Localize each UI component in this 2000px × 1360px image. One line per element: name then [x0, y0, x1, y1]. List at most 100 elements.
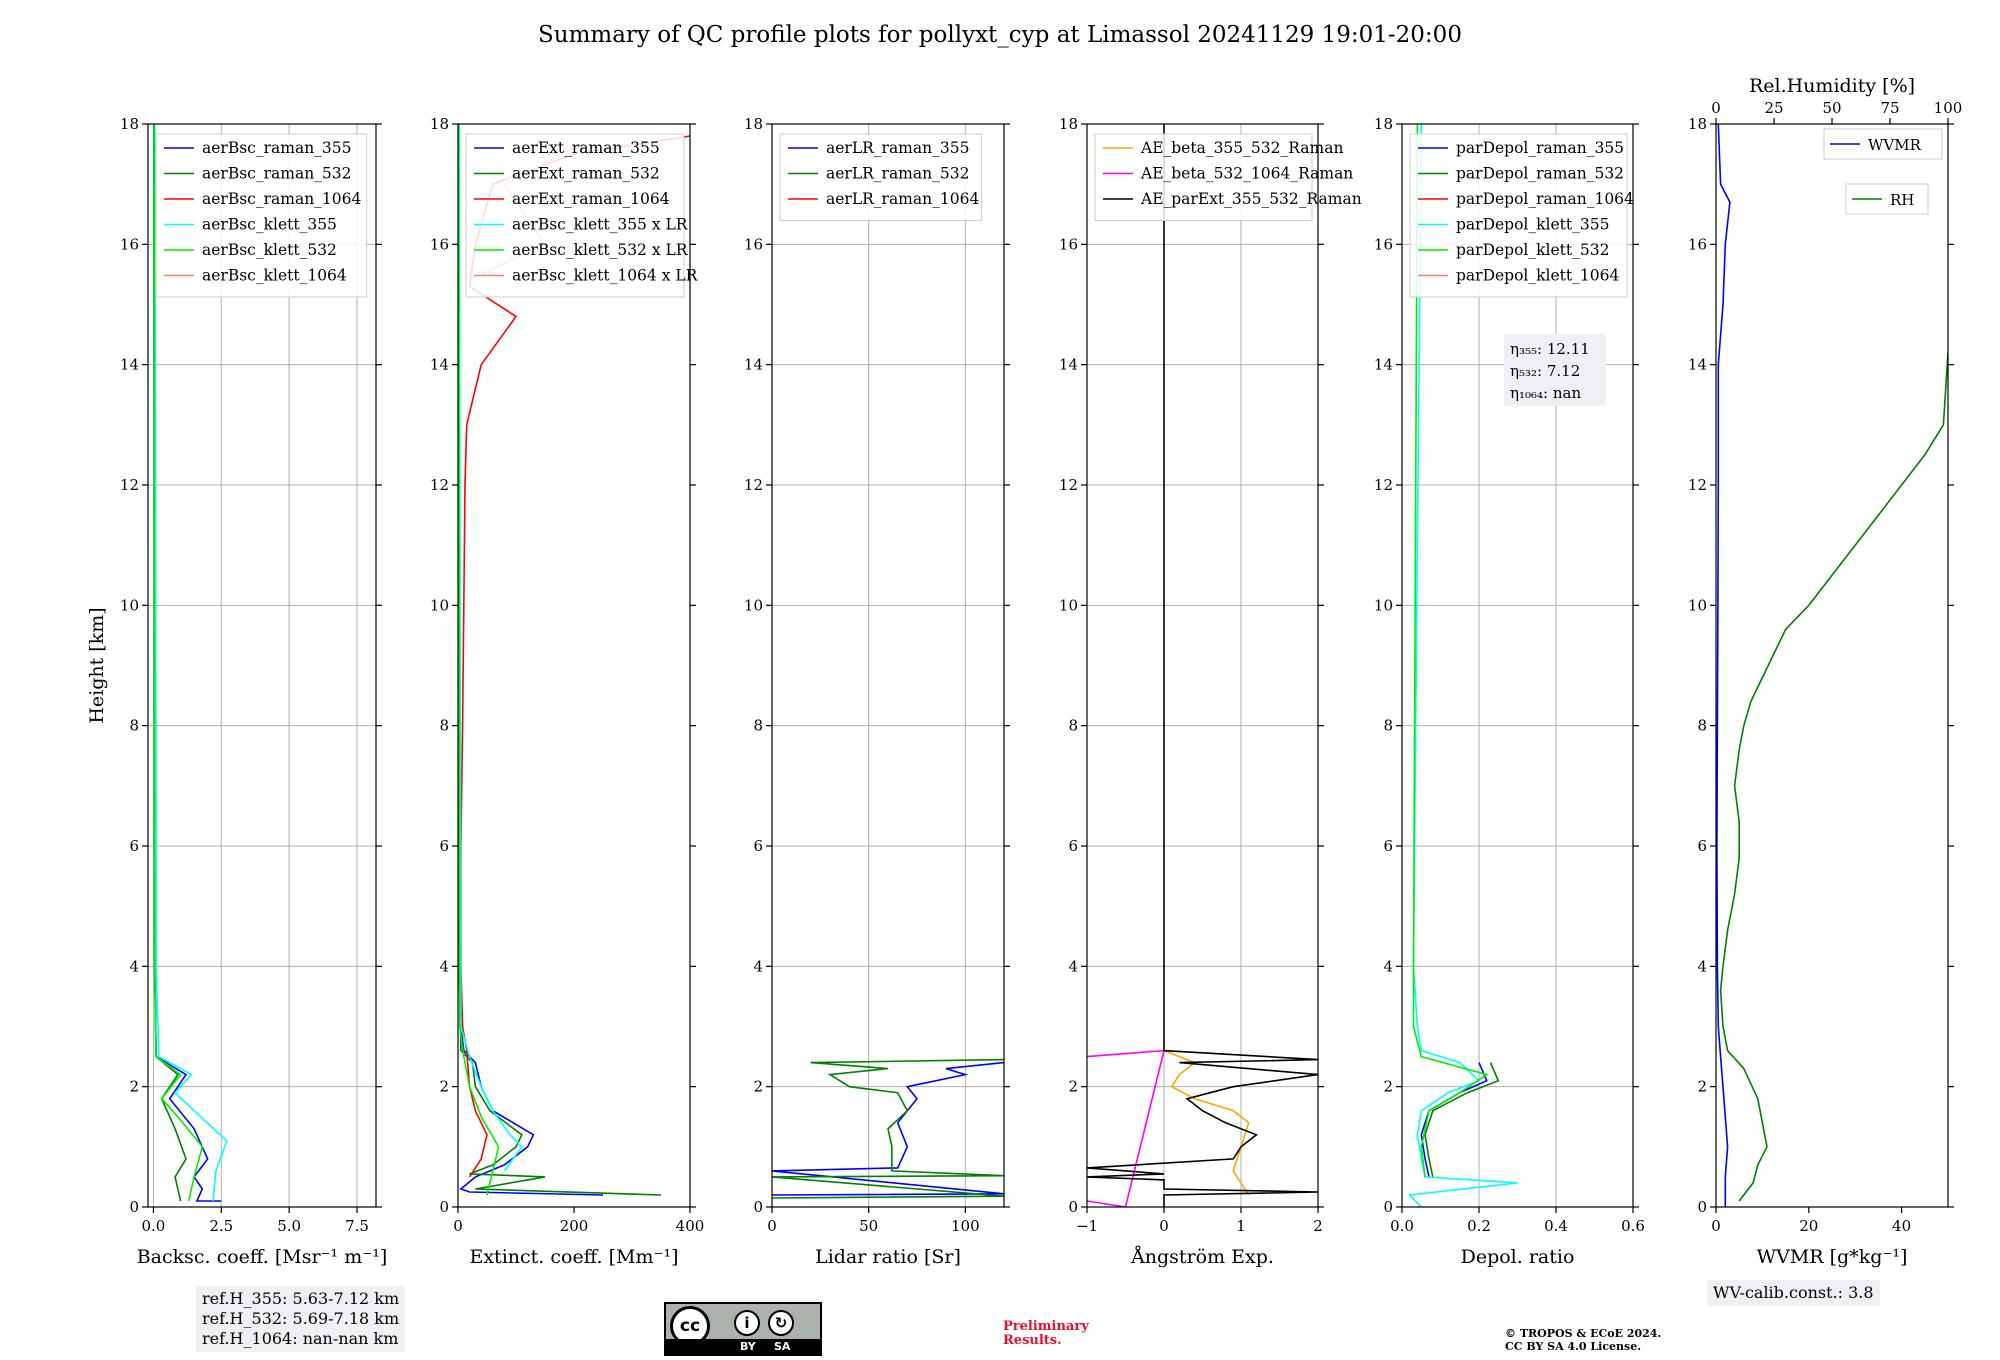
x-tick-label: 20: [1799, 1217, 1818, 1235]
y-tick-label: 10: [430, 596, 449, 614]
y-tick-label: 16: [1374, 235, 1393, 253]
y-tick-label: 0: [753, 1198, 763, 1216]
x2-tick-label: 75: [1880, 99, 1899, 117]
y-tick-label: 8: [129, 717, 139, 735]
legend-label-aerLR_raman_532: aerLR_raman_532: [826, 165, 969, 183]
y-axis-label: Height [km]: [86, 607, 108, 723]
y-tick-label: 12: [744, 476, 763, 494]
legend-label-parDepol_klett_355: parDepol_klett_355: [1456, 216, 1609, 234]
legend-label-AE_beta_532_1064_Raman: AE_beta_532_1064_Raman: [1140, 165, 1353, 183]
x-tick-label: 100: [951, 1217, 980, 1235]
series-group: [1716, 124, 1948, 1207]
y-tick-label: 16: [1059, 235, 1078, 253]
legend-label-parDepol_klett_1064: parDepol_klett_1064: [1456, 267, 1619, 285]
series-line-aerBsc_klett_532: [153, 124, 204, 1202]
x-tick-label: 0: [1159, 1217, 1169, 1235]
y-tick-label: 16: [1688, 235, 1707, 253]
y-tick-label: 10: [744, 596, 763, 614]
legend-label-aerBsc_raman_355: aerBsc_raman_355: [202, 139, 352, 157]
legend-label-parDepol_raman_355: parDepol_raman_355: [1456, 139, 1624, 157]
ref-height-1064: ref.H_1064: nan-nan km: [202, 1329, 399, 1348]
x-tick-label: 7.5: [345, 1217, 369, 1235]
y-tick-label: 4: [1383, 957, 1393, 975]
x-tick-label: 0: [453, 1217, 463, 1235]
x-axis-label: Backsc. coeff. [Msr⁻¹ m⁻¹]: [137, 1246, 388, 1268]
y-tick-label: 14: [744, 356, 763, 374]
y-tick-label: 8: [1068, 717, 1078, 735]
y-tick-label: 10: [1374, 596, 1393, 614]
y-tick-label: 8: [1383, 717, 1393, 735]
x-tick-label: 0.0: [141, 1217, 165, 1235]
x-tick-label: −1: [1076, 1217, 1098, 1235]
eta-annotation: η₃₅₅: 12.11: [1510, 340, 1590, 358]
x2-tick-label: 50: [1822, 99, 1841, 117]
y-tick-label: 18: [430, 115, 449, 133]
legend-label-aerBsc_raman_1064: aerBsc_raman_1064: [202, 190, 362, 208]
legend-label-aerBsc_klett_355: aerBsc_klett_355: [202, 216, 337, 234]
x-tick-label: 2.5: [209, 1217, 233, 1235]
y-tick-label: 10: [1059, 596, 1078, 614]
series-line-parDepol_raman_532: [1424, 1062, 1500, 1178]
legend-label-aerLR_raman_1064: aerLR_raman_1064: [826, 190, 979, 208]
legend-label-aerExt_raman_532: aerExt_raman_532: [512, 165, 660, 183]
y-tick-label: 12: [1374, 476, 1393, 494]
copyright-line1: © TROPOS & ECoE 2024.: [1505, 1327, 1662, 1340]
y-tick-label: 8: [439, 717, 449, 735]
x-axis-label: Depol. ratio: [1461, 1246, 1575, 1268]
x-axis-label: Lidar ratio [Sr]: [815, 1246, 961, 1268]
x-tick-label: 0.2: [1467, 1217, 1491, 1235]
sa-label: SA: [774, 1340, 791, 1353]
copyright-line2: CC BY SA 4.0 License.: [1505, 1340, 1642, 1353]
legend-label-aerBsc_klett_1064: aerBsc_klett_1064: [202, 267, 347, 285]
eta-annotation: η₁₀₆₄: nan: [1510, 384, 1581, 402]
preliminary-note: Preliminary Results.: [1003, 1320, 1089, 1348]
axes-frame: [147, 123, 377, 1208]
legend-label-AE_parExt_355_532_Raman: AE_parExt_355_532_Raman: [1140, 190, 1362, 208]
series-line-aerBsc_klett_355 x LR: [458, 124, 523, 1172]
wv-calibration-box: WV-calib.const.: 3.8: [1707, 1280, 1880, 1306]
legend-label-aerBsc_raman_532: aerBsc_raman_532: [202, 165, 352, 183]
y-tick-label: 14: [1374, 356, 1393, 374]
series-line-AE_beta_532_1064_Raman: [1087, 1049, 1166, 1207]
series-line-aerLR_raman_532: [772, 1058, 1004, 1199]
x-tick-label: 40: [1892, 1217, 1911, 1235]
series-line-parDepol_klett_532: [1412, 124, 1489, 1178]
preliminary-line1: Preliminary: [1003, 1319, 1089, 1334]
y-tick-label: 14: [1688, 356, 1707, 374]
axes-frame: [771, 123, 1005, 1208]
y-tick-label: 18: [1688, 115, 1707, 133]
y-tick-label: 4: [1068, 957, 1078, 975]
series-line-aerLR_raman_355: [772, 1061, 1004, 1196]
y-tick-label: 8: [753, 717, 763, 735]
y-tick-label: 6: [1383, 837, 1393, 855]
y-tick-label: 2: [1697, 1078, 1707, 1096]
cc-license-badge: cc i ↻ BY SA: [664, 1302, 822, 1356]
legend-label-parDepol_raman_1064: parDepol_raman_1064: [1456, 190, 1634, 208]
series-line-WVMR: [1716, 124, 1731, 1207]
y-tick-label: 18: [744, 115, 763, 133]
series-line-AE_parExt_355_532_Raman: [1087, 124, 1318, 1207]
legend-label-parDepol_raman_532: parDepol_raman_532: [1456, 165, 1624, 183]
legend-label-AE_beta_355_532_Raman: AE_beta_355_532_Raman: [1140, 139, 1343, 157]
y-tick-label: 8: [1697, 717, 1707, 735]
series-group: [772, 1058, 1004, 1199]
y-tick-label: 14: [120, 356, 139, 374]
preliminary-line2: Results.: [1003, 1333, 1062, 1348]
x-tick-label: 0: [1711, 1217, 1721, 1235]
legend-label-aerBsc_klett_1064 x LR: aerBsc_klett_1064 x LR: [512, 267, 699, 285]
series-line-aerBsc_klett_355: [154, 124, 228, 1202]
ref-height-532: ref.H_532: 5.69-7.18 km: [202, 1309, 400, 1328]
y-tick-label: 0: [129, 1198, 139, 1216]
y-tick-label: 10: [120, 596, 139, 614]
y-tick-label: 0: [439, 1198, 449, 1216]
y-tick-label: 4: [129, 957, 139, 975]
legend-label-WVMR: WVMR: [1868, 136, 1922, 154]
y-tick-label: 4: [1697, 957, 1707, 975]
legend-label-aerBsc_klett_532: aerBsc_klett_532: [202, 241, 337, 259]
y-tick-label: 12: [1688, 476, 1707, 494]
x-axis-label: Extinct. coeff. [Mm⁻¹]: [469, 1246, 678, 1268]
y-tick-label: 18: [1374, 115, 1393, 133]
series-line-parDepol_klett_355: [1407, 124, 1518, 1207]
